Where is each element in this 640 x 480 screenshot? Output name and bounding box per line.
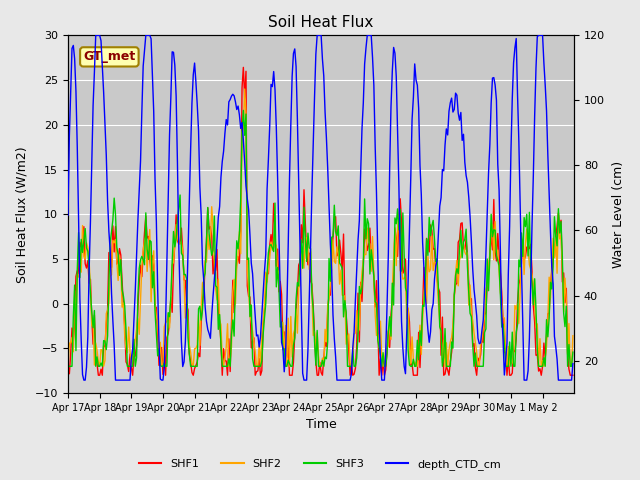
Bar (68, 36, 574, 169)
Text: GT_met: GT_met (83, 50, 136, 63)
Legend: SHF1, SHF2, SHF3, depth_CTD_cm: SHF1, SHF2, SHF3, depth_CTD_cm (135, 455, 505, 474)
Y-axis label: Soil Heat Flux (W/m2): Soil Heat Flux (W/m2) (15, 146, 28, 283)
Y-axis label: Water Level (cm): Water Level (cm) (612, 161, 625, 268)
X-axis label: Time: Time (306, 419, 337, 432)
Title: Soil Heat Flux: Soil Heat Flux (268, 15, 374, 30)
